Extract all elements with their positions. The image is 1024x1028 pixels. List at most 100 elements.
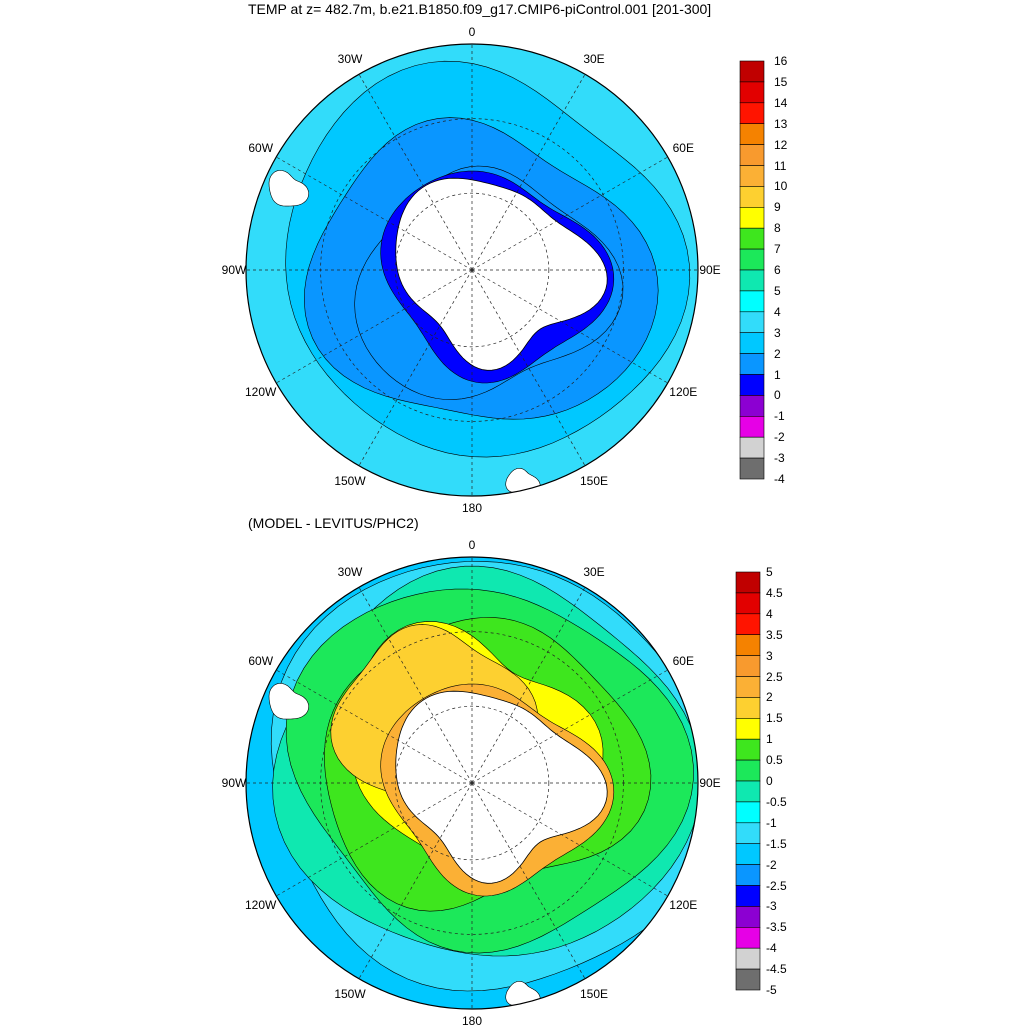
south-america-tip (268, 170, 310, 207)
field-shading (246, 557, 698, 1009)
colorbar-swatch (739, 395, 765, 417)
colorbar-swatch (735, 738, 761, 761)
colorbar-swatch (735, 947, 761, 970)
colorbar-tick-label: -1 (766, 815, 777, 830)
colorbar-swatch (739, 332, 765, 354)
colorbar-tick-label: -1 (774, 409, 785, 424)
colorbar-swatch (735, 676, 761, 698)
colorbar-tick-label: 1 (766, 732, 773, 747)
colorbar-tick-label: -4.5 (766, 962, 787, 977)
colorbar-swatch (739, 60, 765, 83)
colorbar-tick-label: 2 (766, 690, 773, 705)
longitude-label-right-upper: 60E (672, 654, 694, 668)
colorbar-tick-label: 3 (766, 648, 773, 663)
colorbar-tick-label: 2.5 (766, 669, 783, 684)
longitude-label-right-lower: 120E (669, 898, 698, 912)
colorbar-tick-label: 11 (774, 158, 787, 173)
longitude-label-bottom-left: 150W (334, 474, 366, 489)
colorbar-tick-label: -5 (766, 983, 777, 997)
south-america-tip (268, 683, 310, 720)
colorbar-1 (739, 60, 765, 480)
colorbar-swatch (735, 822, 761, 844)
colorbar-tick-label: 7 (774, 242, 781, 257)
colorbar-tick-label: 15 (774, 74, 788, 89)
longitude-label-top-left: 30W (337, 51, 363, 66)
colorbar-tick-label: 4 (766, 606, 773, 621)
colorbar-swatch (739, 353, 765, 375)
longitude-label-top-right: 30E (583, 564, 605, 579)
colorbar-swatch (735, 697, 761, 719)
colorbar-tick-label: 4.5 (766, 585, 783, 600)
colorbar-tick-label: 1 (774, 367, 781, 382)
colorbar-tick-label: -2.5 (766, 878, 787, 893)
colorbar-swatch (739, 81, 765, 104)
colorbar-swatch (735, 780, 761, 803)
longitude-label-right-upper: 60E (672, 141, 694, 155)
colorbar-swatch (735, 571, 761, 594)
longitude-label-bottom-right: 150E (579, 474, 609, 489)
colorbar-swatch (739, 457, 765, 480)
colorbar-tick-label: 9 (774, 200, 781, 215)
colorbar-tick-label: 13 (774, 116, 788, 131)
top-plot-title: TEMP at z= 482.7m, b.e21.B1850.f09_g17.C… (248, 1, 712, 17)
antarctica-landmass (395, 177, 608, 371)
colorbar-swatch (739, 290, 765, 313)
colorbar-swatch (739, 415, 765, 438)
colorbar-tick-label: 14 (774, 95, 788, 110)
colorbar-swatch (735, 634, 761, 656)
colorbar-tick-label: 1.5 (766, 711, 783, 726)
bottom-plot-title: (MODEL - LEVITUS/PHC2) (248, 515, 419, 531)
map-border (245, 43, 699, 497)
graticule (246, 557, 698, 1009)
colorbar-swatch (735, 843, 761, 865)
colorbar-tick-label: -2 (766, 857, 777, 872)
colorbar-tick-label: 12 (774, 137, 788, 152)
colorbar-swatch (735, 759, 761, 782)
colorbar-swatch (739, 227, 765, 250)
colorbar-swatch (739, 311, 765, 333)
longitude-label-left-upper: 60W (248, 141, 274, 155)
colorbar-tick-label: -0.5 (766, 794, 787, 809)
longitude-label-left: 90W (221, 263, 247, 277)
colorbar-swatch (739, 144, 765, 166)
longitude-label-top: 0 (468, 538, 476, 552)
colorbar-swatch (739, 269, 765, 292)
colorbar-swatch (739, 374, 765, 396)
longitude-label-left-upper: 60W (248, 654, 274, 668)
colorbar-swatch (739, 165, 765, 187)
longitude-label-left-lower: 120W (245, 385, 277, 399)
colorbar-tick-label: -4 (774, 472, 785, 486)
longitude-label-top-right: 30E (583, 51, 605, 66)
longitude-label-bottom: 180 (461, 501, 483, 515)
colorbar-swatch (739, 186, 765, 208)
colorbar-2 (735, 571, 761, 991)
longitude-label-left-lower: 120W (245, 898, 277, 912)
longitude-label-top: 0 (468, 25, 476, 39)
longitude-label-bottom: 180 (461, 1014, 483, 1028)
colorbar-tick-label: 2 (774, 346, 781, 361)
colorbar-tick-label: 5 (766, 565, 773, 579)
colorbar-swatch (739, 102, 765, 125)
colorbar-swatch (735, 655, 761, 677)
colorbar-tick-label: -1.5 (766, 836, 787, 851)
longitude-label-bottom-right: 150E (579, 987, 609, 1002)
colorbar-swatch (735, 906, 761, 928)
colorbar-swatch (739, 248, 765, 271)
colorbar-swatch (735, 968, 761, 991)
field-shading (246, 44, 698, 496)
graticule (246, 44, 698, 496)
colorbar-tick-label: 4 (774, 304, 781, 319)
colorbar-tick-label: 5 (774, 283, 781, 298)
colorbar-tick-label: 16 (774, 54, 788, 68)
colorbar-swatch (735, 613, 761, 635)
colorbar-tick-label: 3.5 (766, 627, 783, 642)
colorbar-tick-label: -3 (766, 899, 777, 914)
longitude-label-bottom-left: 150W (334, 987, 366, 1002)
antarctica-landmass (395, 690, 608, 884)
colorbar-tick-label: 3 (774, 325, 781, 340)
colorbar-tick-label: -3 (774, 451, 785, 466)
colorbar-swatch (735, 926, 761, 949)
colorbar-swatch (735, 885, 761, 907)
polar-map-2 (245, 556, 699, 1010)
colorbar-tick-label: -2 (774, 430, 785, 445)
